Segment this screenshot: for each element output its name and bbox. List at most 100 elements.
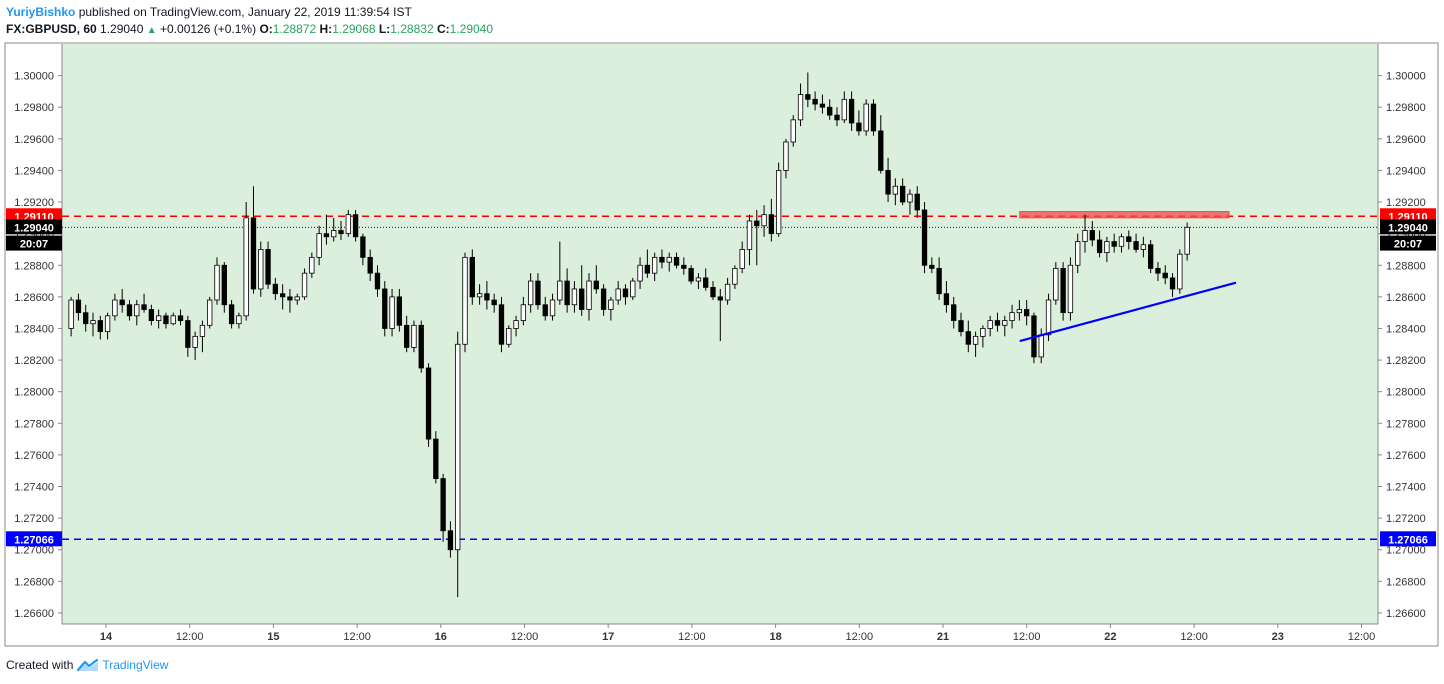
x-tick-label: 23	[1272, 631, 1284, 643]
tradingview-link[interactable]: TradingView	[102, 658, 169, 672]
candle-body	[411, 324, 417, 348]
candle-body	[258, 249, 264, 290]
candle-body	[367, 256, 373, 274]
candle-body	[899, 185, 906, 203]
candle-body	[564, 280, 570, 306]
candle-body	[294, 296, 300, 301]
candle-body	[148, 309, 155, 321]
candle-body	[958, 320, 964, 333]
last-price: 1.29040	[100, 22, 144, 36]
candle-body	[1133, 241, 1139, 250]
left-price-scale[interactable]: 1.30000 1.29800 1.29600 1.29400 1.29200 1.290…	[14, 71, 62, 620]
candle-body	[1147, 244, 1154, 269]
y-tick-label-left: 1.28200	[14, 355, 54, 367]
candle-body	[579, 288, 585, 310]
time-scale[interactable]: 14 12:00 15 12:00 16 12:00 17 12:00 18 12:00 21 12:…	[100, 624, 1375, 643]
candle-body	[761, 214, 767, 227]
y-tick-label-right: 1.30000	[1386, 71, 1426, 83]
y-tick-label-left: 1.30000	[14, 71, 54, 83]
close-value: 1.29040	[449, 22, 494, 36]
y-tick-label-right: 1.29200	[1386, 197, 1426, 209]
candle-body	[389, 296, 395, 329]
low-label: L:	[378, 22, 391, 36]
candle-body	[287, 296, 293, 301]
x-tick-label: 12:00	[511, 631, 539, 643]
candle-body	[192, 335, 198, 348]
candle-body	[980, 328, 986, 337]
candle-body	[717, 296, 723, 301]
y-tick-label-left: 1.26600	[14, 608, 54, 620]
candle-body	[462, 256, 468, 345]
candle-body	[951, 304, 957, 321]
x-tick-label: 12:00	[846, 631, 874, 643]
candle-body	[491, 299, 497, 306]
candle-body	[907, 193, 913, 203]
candle-body	[805, 94, 811, 100]
price-label-text-right: 1.27066	[1388, 534, 1428, 546]
candle-body	[279, 293, 286, 298]
x-tick-label: 12:00	[176, 631, 204, 643]
candle-body	[703, 277, 709, 288]
candle-body	[1096, 239, 1103, 254]
candle-body	[688, 268, 694, 282]
candle-body	[75, 299, 82, 314]
candle-body	[83, 312, 89, 325]
symbol-label: FX:GBPUSD, 60	[6, 22, 97, 36]
candle-body	[1023, 309, 1030, 317]
created-with-text: Created with	[6, 658, 74, 672]
y-tick-label-left: 1.27000	[14, 545, 54, 557]
candle-body	[1162, 272, 1168, 279]
y-tick-label-left: 1.27600	[14, 450, 54, 462]
x-tick-label: 12:00	[678, 631, 706, 643]
price-label-text-left: 20:07	[20, 239, 48, 251]
y-tick-label-right: 1.29800	[1386, 102, 1426, 114]
candle-body	[214, 264, 220, 301]
y-tick-label-left: 1.27400	[14, 482, 54, 494]
candle-body	[775, 170, 782, 235]
author-link[interactable]: YuriyBishko	[6, 5, 76, 19]
x-tick-label: 12:00	[1348, 631, 1376, 643]
candle-body	[382, 288, 388, 329]
candle-body	[433, 438, 439, 480]
y-tick-label-right: 1.28200	[1386, 355, 1426, 367]
tradingview-logo-icon	[77, 658, 99, 672]
candle-body	[1140, 244, 1147, 250]
trendline-line	[1019, 281, 1237, 343]
candle-body	[1111, 241, 1117, 247]
candle-body	[170, 315, 176, 325]
y-tick-label-right: 1.28400	[1386, 323, 1426, 335]
y-tick-label-right: 1.27400	[1386, 482, 1426, 494]
trendline[interactable]	[1019, 281, 1237, 343]
open-value: 1.28872	[272, 22, 317, 36]
candle-body	[513, 320, 519, 329]
candle-body	[600, 288, 607, 310]
candle-body	[549, 299, 556, 317]
candle-body	[848, 98, 855, 124]
publish-info: YuriyBishko published on TradingView.com…	[6, 5, 412, 19]
x-tick-label: 12:00	[343, 631, 371, 643]
candle-body	[1045, 299, 1052, 336]
candle-body	[1002, 320, 1008, 326]
resistance-zone[interactable]	[1019, 211, 1230, 219]
candle-body	[1038, 334, 1044, 358]
candle-body	[827, 106, 833, 116]
candle-body	[571, 288, 578, 306]
x-tick-label: 22	[1104, 631, 1116, 643]
candle-body	[97, 320, 103, 333]
candle-body	[1155, 268, 1161, 274]
candle-body	[476, 293, 483, 298]
candle-body	[659, 256, 665, 263]
y-tick-label-left: 1.28600	[14, 292, 54, 304]
candle-body	[498, 304, 505, 345]
high-value: 1.29068	[332, 22, 376, 36]
candle-body	[542, 304, 548, 317]
candle-body	[630, 280, 636, 298]
y-tick-label-right: 1.26600	[1386, 608, 1426, 620]
y-tick-label-right: 1.26800	[1386, 576, 1426, 588]
low-value: 1.28832	[390, 22, 434, 36]
candle-body	[396, 296, 403, 326]
y-tick-label-right: 1.27000	[1386, 545, 1426, 557]
candle-body	[207, 299, 213, 326]
chart-border	[4, 42, 1439, 647]
